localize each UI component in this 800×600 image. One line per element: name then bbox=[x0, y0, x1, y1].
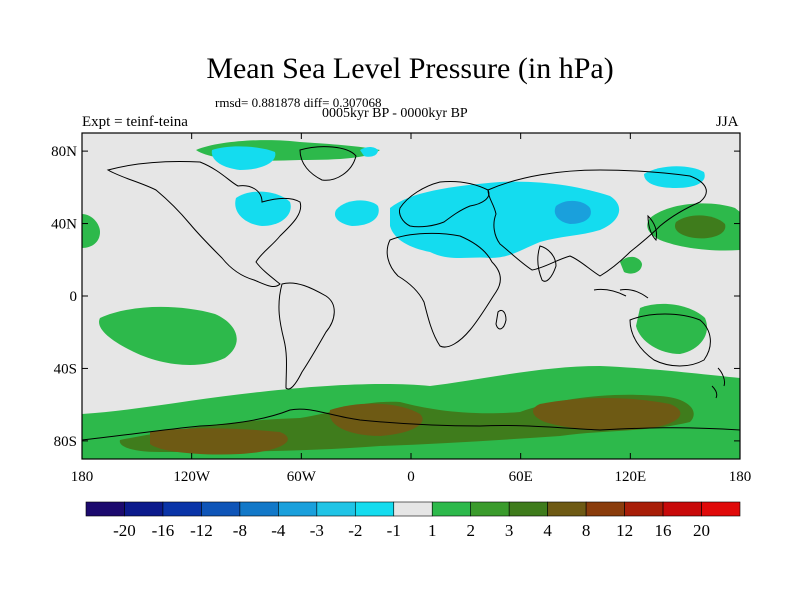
anomaly-atlantic-neg bbox=[334, 200, 379, 226]
anomaly-arctic-neg bbox=[211, 146, 276, 170]
anomaly-nw-pacific-neg bbox=[644, 166, 705, 188]
lon-tick-label: 60E bbox=[509, 469, 533, 485]
anomaly-west-edge-2 bbox=[82, 214, 100, 248]
colorbar-label: 12 bbox=[616, 521, 633, 540]
coastlines bbox=[82, 146, 740, 441]
lon-axis: 180 120W 60W 0 60E 120E 180 bbox=[71, 133, 752, 485]
colorbar-label: -12 bbox=[190, 521, 213, 540]
colorbar-swatch bbox=[162, 501, 202, 517]
season-label: JJA bbox=[716, 114, 739, 130]
colorbar-label: -3 bbox=[310, 521, 324, 540]
lat-tick-label: 80N bbox=[51, 144, 77, 160]
colorbar-swatch bbox=[316, 501, 356, 517]
colorbar-swatch bbox=[239, 501, 279, 517]
colorbar-label: -2 bbox=[348, 521, 362, 540]
colorbar-swatch bbox=[431, 501, 472, 517]
anomaly-antarctic-4 bbox=[533, 398, 681, 430]
lat-tick-label: 40S bbox=[54, 361, 77, 377]
colorbar-swatch bbox=[508, 501, 548, 517]
anomaly-antarctic-4c bbox=[150, 428, 288, 455]
colorbar-label: 16 bbox=[655, 521, 672, 540]
colorbar-label: 8 bbox=[582, 521, 591, 540]
lon-tick-label: 120W bbox=[173, 469, 211, 485]
anomaly-philippines-2 bbox=[620, 256, 642, 274]
colorbar-swatch bbox=[624, 501, 664, 517]
anomaly-eurasia-neg bbox=[390, 181, 620, 258]
lon-tick-label: 180 bbox=[729, 469, 752, 485]
colorbar-swatch bbox=[470, 501, 510, 517]
colorbar-label: -4 bbox=[271, 521, 286, 540]
colorbar-swatch bbox=[585, 501, 625, 517]
lon-tick-label: 180 bbox=[71, 469, 94, 485]
lon-tick-label: 0 bbox=[407, 469, 415, 485]
experiment-label: Expt = teinf-teina bbox=[82, 114, 188, 130]
lat-tick-label: 40N bbox=[51, 217, 77, 233]
colorbar-swatch bbox=[201, 501, 241, 517]
colorbar-label: -8 bbox=[233, 521, 247, 540]
colorbar-swatch bbox=[701, 501, 741, 517]
colorbar-label: 2 bbox=[466, 521, 475, 540]
colorbar: -20 -16 -12 -8 -4 -3 -2 -1 1 2 3 4 8 12 16 20 bbox=[85, 501, 741, 540]
colorbar-swatch bbox=[278, 501, 318, 517]
colorbar-swatch bbox=[85, 501, 125, 517]
anomaly-asia-neg3 bbox=[554, 200, 591, 224]
lat-tick-label: 80S bbox=[54, 434, 77, 450]
anomaly-antarctic-4b bbox=[329, 403, 423, 436]
period-subtitle: 0005kyr BP - 0000kyr BP bbox=[322, 106, 468, 121]
anomaly-greenland-neg bbox=[360, 147, 378, 157]
anomaly-south-pacific-2 bbox=[99, 306, 237, 365]
colorbar-swatch bbox=[354, 501, 395, 517]
map-title: Mean Sea Level Pressure (in hPa) bbox=[206, 52, 614, 85]
anomaly-hudson-neg bbox=[235, 191, 291, 226]
colorbar-swatch bbox=[393, 501, 433, 517]
colorbar-label: 20 bbox=[693, 521, 710, 540]
lon-tick-label: 120E bbox=[614, 469, 646, 485]
colorbar-label: 4 bbox=[543, 521, 552, 540]
lon-tick-label: 60W bbox=[287, 469, 317, 485]
colorbar-label: -16 bbox=[152, 521, 175, 540]
lat-tick-label: 0 bbox=[70, 289, 78, 305]
colorbar-label: 3 bbox=[505, 521, 514, 540]
colorbar-label: 1 bbox=[428, 521, 437, 540]
anomaly-nw-pacific-3 bbox=[674, 215, 726, 239]
colorbar-swatch bbox=[662, 501, 702, 517]
colorbar-swatch bbox=[547, 501, 587, 517]
stats-text: rmsd= 0.881878 diff= 0.307068 bbox=[215, 95, 382, 110]
colorbar-label: -1 bbox=[387, 521, 401, 540]
colorbar-label: -20 bbox=[113, 521, 136, 540]
colorbar-swatch bbox=[124, 501, 164, 517]
lat-axis: 80N 40N 0 40S 80S bbox=[51, 144, 740, 450]
